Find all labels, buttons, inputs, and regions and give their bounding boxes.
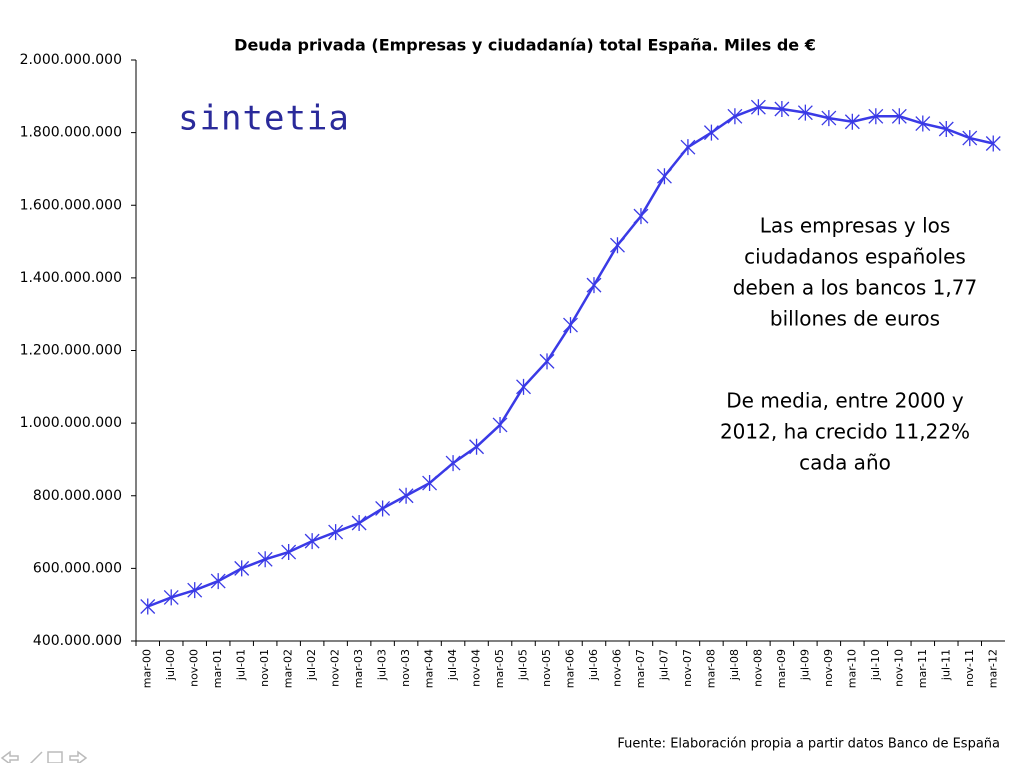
- annotation: ciudadanos españoles: [744, 245, 966, 269]
- x-tick-label: nov-04: [470, 649, 483, 687]
- marker: [821, 110, 837, 127]
- marker: [210, 573, 226, 590]
- marker: [915, 115, 931, 132]
- marker: [375, 500, 391, 517]
- x-tick-label: jul-06: [587, 649, 600, 681]
- x-tick-label: mar-03: [352, 649, 365, 688]
- marker: [398, 487, 414, 504]
- x-tick-label: nov-09: [822, 649, 835, 687]
- x-tick-label: nov-03: [399, 649, 412, 687]
- marker: [563, 317, 578, 334]
- y-tick-label: 1.000.000.000: [20, 415, 122, 431]
- marker: [610, 237, 625, 254]
- annotation: billones de euros: [770, 307, 940, 331]
- x-tick-label: nov-02: [329, 649, 342, 687]
- x-tick-label: mar-04: [423, 649, 436, 688]
- logo: sintetia: [178, 99, 350, 139]
- marker: [750, 99, 766, 116]
- x-tick-label: mar-07: [634, 649, 647, 688]
- x-tick-label: mar-06: [564, 649, 577, 688]
- x-tick-label: mar-00: [141, 649, 154, 688]
- x-tick-label: jul-01: [235, 649, 248, 681]
- y-tick-label: 1.400.000.000: [20, 270, 122, 286]
- nav-icons[interactable]: [0, 750, 88, 763]
- marker: [868, 108, 884, 125]
- x-tick-label: jul-07: [657, 649, 670, 681]
- marker: [469, 438, 485, 455]
- marker: [891, 108, 907, 125]
- y-tick-label: 1.800.000.000: [20, 125, 122, 141]
- line: [147, 105, 994, 608]
- annotation: 2012, ha crecido 11,22%: [720, 420, 970, 444]
- marker: [962, 130, 978, 147]
- y-tick-label: 800.000.000: [33, 488, 122, 504]
- marker: [234, 560, 250, 577]
- x-tick-label: nov-10: [892, 649, 905, 687]
- marker: [680, 139, 696, 156]
- marker: [844, 113, 860, 130]
- x-tick-label: mar-05: [493, 649, 506, 688]
- annotation: cada año: [799, 451, 891, 475]
- x-tick-label: jul-09: [798, 649, 811, 681]
- annotation: Las empresas y los: [760, 214, 951, 238]
- x-tick-label: jul-03: [376, 649, 389, 681]
- x-tick-label: jul-10: [869, 649, 882, 681]
- marker: [727, 108, 743, 125]
- marker: [703, 124, 719, 141]
- marker: [656, 168, 672, 185]
- y-tick-label: 600.000.000: [33, 560, 122, 576]
- x-tick-label: nov-00: [188, 649, 201, 687]
- marker: [140, 598, 156, 615]
- x-tick-label: nov-06: [610, 649, 623, 687]
- annotation: deben a los bancos 1,77: [733, 276, 977, 300]
- marker: [351, 514, 367, 531]
- x-tick-label: jul-00: [164, 649, 177, 681]
- x-tick-label: mar-08: [704, 649, 717, 688]
- x-tick-label: nov-11: [963, 649, 976, 687]
- marker: [163, 589, 179, 606]
- y-tick-label: 1.200.000.000: [20, 343, 122, 359]
- marker: [281, 544, 297, 561]
- marker: [187, 582, 203, 599]
- marker: [445, 455, 461, 472]
- y-tick-label: 1.600.000.000: [20, 197, 122, 213]
- marker: [492, 416, 508, 433]
- x-tick-label: mar-09: [775, 649, 788, 688]
- x-tick-label: mar-12: [986, 649, 999, 688]
- marker: [586, 277, 602, 294]
- x-tick-label: jul-02: [305, 649, 318, 681]
- source: Fuente: Elaboración propia a partir dato…: [617, 737, 1000, 752]
- marker: [422, 475, 438, 492]
- x-tick-label: jul-11: [939, 649, 952, 681]
- x-tick-label: nov-05: [540, 649, 553, 687]
- marker: [328, 524, 344, 541]
- x-tick-label: mar-02: [282, 649, 295, 688]
- y-tick-label: 2.000.000.000: [20, 52, 122, 68]
- marker: [985, 135, 1001, 152]
- marker: [633, 208, 649, 225]
- marker: [304, 533, 320, 550]
- y-tick-label: 400.000.000: [33, 633, 122, 649]
- x-tick-label: nov-08: [751, 649, 764, 687]
- x-tick-label: mar-10: [845, 649, 858, 688]
- x-tick-label: nov-01: [258, 649, 271, 687]
- marker: [539, 353, 555, 370]
- marker: [516, 378, 531, 395]
- marker: [938, 120, 954, 137]
- x-tick-label: jul-04: [446, 649, 459, 681]
- x-tick-label: mar-11: [916, 649, 929, 688]
- x-tick-label: jul-08: [728, 649, 741, 681]
- chart-title: Deuda privada (Empresas y ciudadanía) to…: [234, 36, 816, 55]
- x-tick-label: jul-05: [517, 649, 530, 681]
- marker: [257, 551, 273, 568]
- marker: [797, 104, 813, 121]
- x-tick-label: nov-07: [681, 649, 694, 687]
- marker: [774, 101, 790, 118]
- annotation: De media, entre 2000 y: [726, 389, 964, 413]
- x-tick-label: mar-01: [211, 649, 224, 688]
